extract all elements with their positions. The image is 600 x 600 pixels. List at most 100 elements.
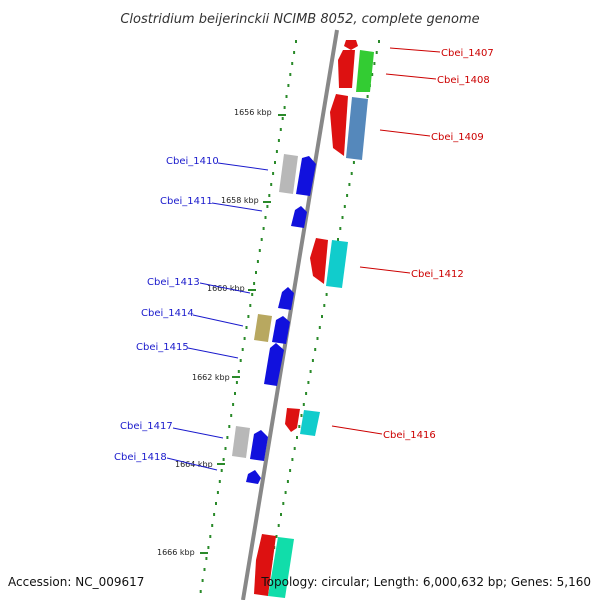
gene-cbei-1413[interactable] bbox=[278, 287, 294, 310]
track-dot bbox=[270, 183, 273, 186]
track-dot bbox=[249, 304, 252, 307]
track-dot bbox=[260, 238, 263, 241]
track-dot bbox=[291, 458, 294, 461]
track-dot bbox=[307, 381, 310, 384]
track-dot bbox=[234, 392, 236, 395]
track-dot bbox=[348, 183, 351, 186]
gene-cbei-1417[interactable] bbox=[250, 430, 268, 461]
track-dot bbox=[228, 425, 231, 428]
track-dot bbox=[337, 238, 339, 241]
track-dot bbox=[253, 282, 256, 285]
track-dot bbox=[285, 95, 288, 98]
leader-line bbox=[389, 47, 441, 53]
track-dot bbox=[293, 447, 296, 450]
gene-cbei-1415[interactable] bbox=[264, 343, 284, 386]
track-dot bbox=[302, 403, 305, 406]
gene-label-cbei-1415[interactable]: Cbei_1415 bbox=[136, 342, 189, 353]
track-dot bbox=[323, 304, 326, 307]
gene-label-cbei-1407[interactable]: Cbei_1407 bbox=[441, 48, 494, 59]
gene-label-cbei-1416[interactable]: Cbei_1416 bbox=[383, 430, 436, 441]
gene-cbei-1407-head[interactable] bbox=[344, 40, 358, 50]
gene-label-cbei-1412[interactable]: Cbei_1412 bbox=[411, 269, 464, 280]
track-dot bbox=[346, 194, 349, 197]
topology-text: Topology: circular; Length: 6,000,632 bp… bbox=[260, 575, 591, 589]
gene-cbei-1416-red[interactable] bbox=[285, 408, 300, 432]
leader-line bbox=[385, 73, 437, 80]
kbp-label: 1656 kbp bbox=[234, 108, 272, 117]
gene-label-cbei-1414[interactable]: Cbei_1414 bbox=[141, 308, 194, 319]
track-dot bbox=[264, 216, 267, 219]
track-dot bbox=[343, 205, 346, 208]
gene-label-cbei-1408[interactable]: Cbei_1408 bbox=[437, 75, 490, 86]
track-dot bbox=[339, 227, 342, 230]
gene-cbei-1410[interactable] bbox=[296, 156, 316, 196]
accession-text: Accession: NC_009617 bbox=[8, 575, 144, 589]
track-dot bbox=[232, 403, 235, 406]
right-leaders bbox=[331, 47, 441, 435]
track-dot bbox=[284, 491, 287, 494]
track-dot bbox=[251, 293, 254, 296]
leader-line bbox=[192, 314, 244, 327]
track-dot bbox=[279, 128, 282, 131]
gene-label-cbei-1410[interactable]: Cbei_1410 bbox=[166, 156, 219, 167]
track-dot bbox=[203, 568, 206, 571]
kbp-label: 1658 kbp bbox=[221, 196, 259, 205]
gene-cbei-1408[interactable] bbox=[356, 50, 374, 92]
gene-cbei-1412-red[interactable] bbox=[310, 238, 328, 284]
track-dot bbox=[286, 480, 289, 483]
gene-label-cbei-1417[interactable]: Cbei_1417 bbox=[120, 421, 173, 432]
leader-line bbox=[211, 202, 263, 212]
gene-cbei-1410-gray[interactable] bbox=[279, 154, 298, 194]
kbp-label: 1662 kbp bbox=[192, 373, 230, 382]
track-dot bbox=[293, 51, 296, 54]
gene-label-cbei-1409[interactable]: Cbei_1409 bbox=[431, 132, 484, 143]
track-dot bbox=[241, 348, 244, 351]
track-dot bbox=[366, 95, 369, 98]
gene-cbei-1407[interactable] bbox=[338, 50, 355, 88]
gene-cbei-1412[interactable] bbox=[326, 240, 348, 288]
track-dot bbox=[350, 172, 353, 175]
track-dot bbox=[275, 150, 278, 153]
gene-cbei-1417-gray[interactable] bbox=[232, 426, 250, 458]
gene-bottom-red[interactable] bbox=[254, 534, 276, 596]
leader-line bbox=[166, 457, 218, 471]
track-dot bbox=[300, 414, 303, 417]
track-dot bbox=[280, 513, 282, 516]
gene-cbei-1418[interactable] bbox=[246, 470, 261, 484]
scale-ticks bbox=[200, 114, 286, 554]
gene-cbei-1416[interactable] bbox=[300, 410, 320, 436]
track-dot bbox=[211, 524, 214, 527]
track-dot bbox=[373, 62, 376, 65]
gene-bottom-teal[interactable] bbox=[268, 537, 294, 598]
track-dot bbox=[277, 139, 280, 142]
gene-cbei-1414-olive[interactable] bbox=[254, 314, 272, 342]
track-dot bbox=[289, 469, 292, 472]
track-dot bbox=[274, 161, 276, 164]
track-dot bbox=[207, 546, 210, 549]
gene-cbei-1409-red[interactable] bbox=[330, 94, 348, 156]
track-dot bbox=[216, 491, 219, 494]
gene-cbei-1414[interactable] bbox=[272, 316, 290, 344]
gene-cbei-1409[interactable] bbox=[346, 97, 368, 160]
track-dot bbox=[341, 216, 344, 219]
track-dot bbox=[371, 73, 374, 76]
track-dot bbox=[224, 447, 227, 450]
track-dot bbox=[277, 524, 280, 527]
track-dot bbox=[272, 172, 275, 175]
track-dot bbox=[311, 359, 314, 362]
leader-line bbox=[199, 282, 251, 294]
track-dot bbox=[296, 436, 298, 439]
track-dot bbox=[268, 194, 271, 197]
leader-line bbox=[331, 425, 383, 435]
gene-label-cbei-1413[interactable]: Cbei_1413 bbox=[147, 277, 200, 288]
track-dot bbox=[282, 502, 285, 505]
gene-label-cbei-1418[interactable]: Cbei_1418 bbox=[114, 452, 167, 463]
track-dot bbox=[291, 62, 294, 65]
gene-label-cbei-1411[interactable]: Cbei_1411 bbox=[160, 196, 213, 207]
track-dot bbox=[201, 579, 204, 582]
track-dot bbox=[245, 326, 248, 329]
gene-cbei-1411[interactable] bbox=[291, 206, 307, 228]
track-dot bbox=[256, 260, 259, 263]
track-dot bbox=[255, 271, 257, 274]
